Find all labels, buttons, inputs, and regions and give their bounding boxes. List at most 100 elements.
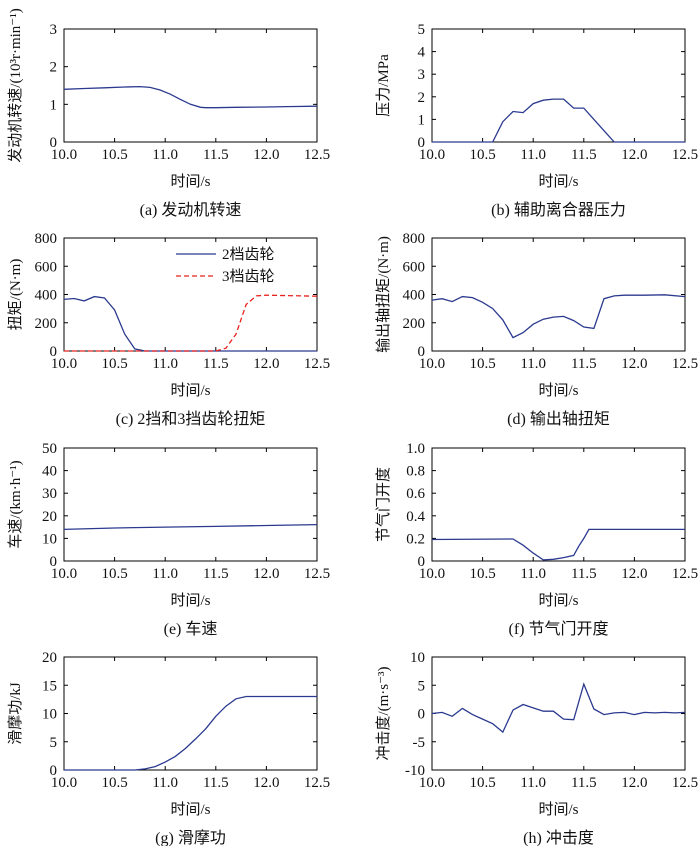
x-tick-label: 11.0 xyxy=(152,566,178,582)
x-tick-label: 11.0 xyxy=(520,775,546,791)
panel-g: 10.0 10.5 11.0 11.5 12.0 12.5 0 5 10 15 20 时间/s 滑摩功/… xyxy=(6,650,330,846)
y-tick-label: 10 xyxy=(410,650,425,666)
y-tick-label: 0.4 xyxy=(406,509,425,525)
x-tick-label: 11.5 xyxy=(203,775,229,791)
y-tick-label: 400 xyxy=(403,288,426,304)
y-tick-label: 0 xyxy=(50,554,58,570)
y-tick-label: 0 xyxy=(50,344,58,360)
x-tick-label: 12.5 xyxy=(304,356,330,372)
x-tick-label: 10.0 xyxy=(51,566,77,582)
x-tick-label: 10.5 xyxy=(469,775,495,791)
x-axis-label: 时间/s xyxy=(170,801,210,818)
panel-caption: (b) 辅助离合器压力 xyxy=(491,201,626,219)
x-axis-label: 时间/s xyxy=(538,173,578,190)
series-line-1 xyxy=(432,98,685,143)
x-tick-label: 12.0 xyxy=(253,775,279,791)
x-tick-label: 11.5 xyxy=(571,775,597,791)
y-axis-label: 输出轴扭矩/(N·m) xyxy=(375,236,392,353)
panel-h: 10.0 10.5 11.0 11.5 12.0 12.5 -10 -5 0 5 10 时间/s 冲击度… xyxy=(375,650,698,846)
y-axis-label: 节气门开度 xyxy=(375,467,392,542)
x-tick-label: 12.0 xyxy=(253,356,279,372)
x-tick-label: 11.5 xyxy=(203,147,229,163)
x-tick-label: 11.5 xyxy=(571,566,597,582)
panel-d: 10.0 10.5 11.0 11.5 12.0 12.5 0 200 400 600 800 时间/… xyxy=(375,231,698,428)
y-tick-label: 15 xyxy=(42,678,57,694)
y-tick-label: 20 xyxy=(42,509,57,525)
x-tick-label: 10.0 xyxy=(51,356,77,372)
x-tick-label: 11.5 xyxy=(571,356,597,372)
y-tick-label: 2 xyxy=(418,90,426,106)
x-tick-label: 11.5 xyxy=(571,147,597,163)
y-tick-label: 40 xyxy=(42,464,57,480)
panel-b: 10.0 10.5 11.0 11.5 12.0 12.5 0 1 2 3 4 5 时间/s 压力/MPa… xyxy=(375,22,698,219)
x-tick-label: 10.0 xyxy=(419,566,445,582)
y-tick-label: 600 xyxy=(403,259,426,275)
y-tick-label: 50 xyxy=(42,441,57,457)
y-axis-label: 扭矩/(N·m) xyxy=(7,259,24,331)
y-tick-label: 3 xyxy=(50,22,58,38)
y-tick-label: -10 xyxy=(405,763,425,779)
y-tick-label: 200 xyxy=(35,316,58,332)
plot-frame xyxy=(63,447,318,562)
y-tick-label: 20 xyxy=(42,650,57,666)
series-line-1 xyxy=(63,523,318,531)
x-tick-label: 10.0 xyxy=(51,775,77,791)
series-line-1 xyxy=(431,528,685,561)
y-tick-label: 0.6 xyxy=(406,486,425,502)
y-tick-label: 3 xyxy=(418,67,426,83)
x-axis-label: 时间/s xyxy=(538,382,578,399)
y-tick-label: 0 xyxy=(50,763,58,779)
legend-entry: 3档齿轮 xyxy=(222,268,275,285)
y-tick-label: 5 xyxy=(50,735,58,751)
panel-caption: (c) 2挡和3挡齿轮扭矩 xyxy=(116,410,266,428)
panel-a: 10.0 10.5 11.0 11.5 12.0 12.5 0 1 2 3 时间/s 发动机转速/(1… xyxy=(7,8,330,219)
plot-frame xyxy=(63,237,318,352)
x-tick-label: 11.0 xyxy=(152,147,178,163)
y-tick-label: 5 xyxy=(418,678,426,694)
x-tick-label: 11.5 xyxy=(203,566,229,582)
x-axis-label: 时间/s xyxy=(170,173,210,190)
x-tick-label: 10.5 xyxy=(101,147,127,163)
x-tick-label: 11.0 xyxy=(520,356,546,372)
x-tick-label: 12.5 xyxy=(672,566,698,582)
x-tick-label: 11.5 xyxy=(203,356,229,372)
y-tick-label: 30 xyxy=(42,486,57,502)
y-tick-label: 1 xyxy=(50,97,58,113)
x-tick-label: 12.5 xyxy=(672,147,698,163)
x-tick-label: 12.5 xyxy=(672,775,698,791)
panel-caption: (a) 发动机转速 xyxy=(140,201,242,219)
x-tick-label: 10.0 xyxy=(51,147,77,163)
x-tick-label: 12.5 xyxy=(672,356,698,372)
y-tick-label: -5 xyxy=(413,735,426,751)
panel-caption: (f) 节气门开度 xyxy=(509,620,609,638)
x-tick-label: 11.0 xyxy=(152,356,178,372)
x-tick-label: 10.0 xyxy=(419,147,445,163)
series-line-1 xyxy=(63,295,317,352)
panel-e: 10.0 10.5 11.0 11.5 12.0 12.5 0 10 20 30 40 50 时间/s 车… xyxy=(7,441,330,638)
x-tick-label: 10.5 xyxy=(469,566,495,582)
plot-frame xyxy=(431,28,686,143)
y-tick-label: 1.0 xyxy=(406,441,425,457)
panel-f: 10.0 10.5 11.0 11.5 12.0 12.5 0 0.2 0.4 0.6 0.8 1.0… xyxy=(375,441,698,638)
x-tick-label: 10.5 xyxy=(101,356,127,372)
y-tick-label: 200 xyxy=(403,316,426,332)
legend-entry: 2档齿轮 xyxy=(222,246,275,263)
x-tick-label: 12.5 xyxy=(304,566,330,582)
panel-c: 10.0 10.5 11.0 11.5 12.0 12.5 0 200 400 600 800 时间/… xyxy=(7,231,330,428)
y-axis-label: 车速/(km·h⁻¹) xyxy=(7,460,24,548)
x-tick-label: 12.0 xyxy=(253,147,279,163)
y-tick-label: 400 xyxy=(35,288,58,304)
y-tick-label: 0 xyxy=(418,707,426,723)
series-line-2 xyxy=(64,294,318,352)
x-tick-label: 11.0 xyxy=(520,147,546,163)
y-tick-label: 2 xyxy=(50,60,58,76)
panel-caption: (e) 车速 xyxy=(164,620,218,638)
y-axis-label: 滑摩功/kJ xyxy=(6,682,24,745)
x-tick-label: 12.0 xyxy=(621,775,647,791)
x-tick-label: 12.0 xyxy=(621,566,647,582)
x-tick-label: 10.0 xyxy=(419,356,445,372)
y-tick-label: 10 xyxy=(42,707,57,723)
x-tick-label: 12.0 xyxy=(621,356,647,372)
y-tick-label: 800 xyxy=(403,231,426,247)
